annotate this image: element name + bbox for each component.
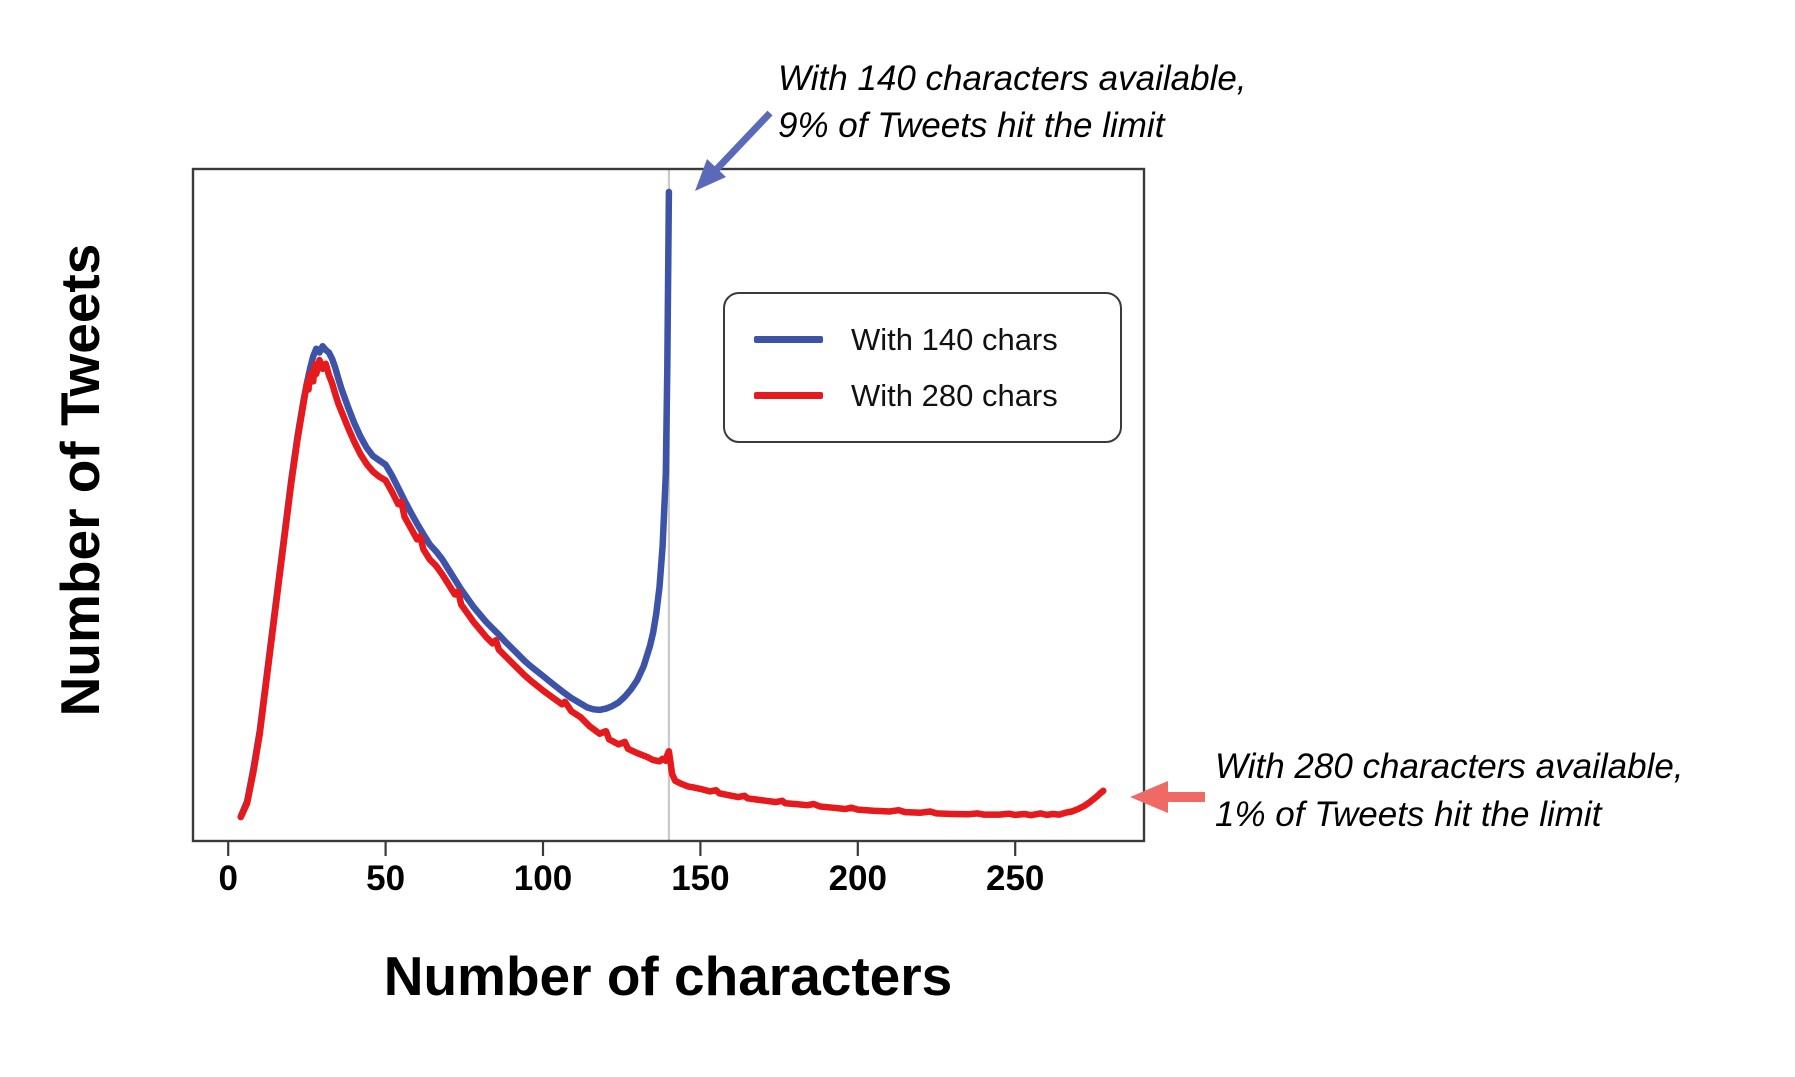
annotation-140-line2: 9% of Tweets hit the limit: [778, 106, 1165, 145]
x-tick-label: 0: [218, 859, 237, 898]
x-tick-label: 100: [514, 859, 572, 898]
legend-item-280: With 280 chars: [725, 378, 1120, 414]
legend-label-280: With 280 chars: [851, 377, 1058, 413]
curve-with-280-chars: [237, 356, 1107, 821]
annotation-280-line2: 1% of Tweets hit the limit: [1215, 795, 1602, 834]
x-axis-ticks: 0 50 100 150 200 250: [218, 841, 1044, 898]
x-tick-label: 200: [829, 859, 887, 898]
legend-label-140: With 140 chars: [851, 321, 1058, 357]
annotation-280-line1: With 280 characters available,: [1215, 747, 1684, 786]
annotation-140-limit: With 140 characters available, 9% of Twe…: [778, 55, 1247, 149]
x-axis-title: Number of characters: [383, 945, 953, 1007]
arrow-to-140-spike: [695, 110, 773, 191]
plot-border: [191, 167, 1146, 843]
x-tick-label: 50: [366, 859, 405, 898]
legend-swatch-140: [754, 336, 823, 343]
curve-with-140-chars: [237, 188, 673, 820]
legend: With 140 chars With 280 chars: [723, 292, 1122, 443]
annotation-280-limit: With 280 characters available, 1% of Twe…: [1215, 743, 1684, 839]
x-tick-label: 150: [671, 859, 729, 898]
y-axis-title: Number of Tweets: [49, 243, 111, 717]
legend-item-140: With 140 chars: [725, 322, 1120, 358]
x-tick-label: 250: [986, 859, 1044, 898]
annotation-140-line1: With 140 characters available,: [778, 59, 1247, 98]
legend-swatch-280: [754, 392, 823, 399]
arrow-to-280-uptick: [1130, 781, 1205, 813]
